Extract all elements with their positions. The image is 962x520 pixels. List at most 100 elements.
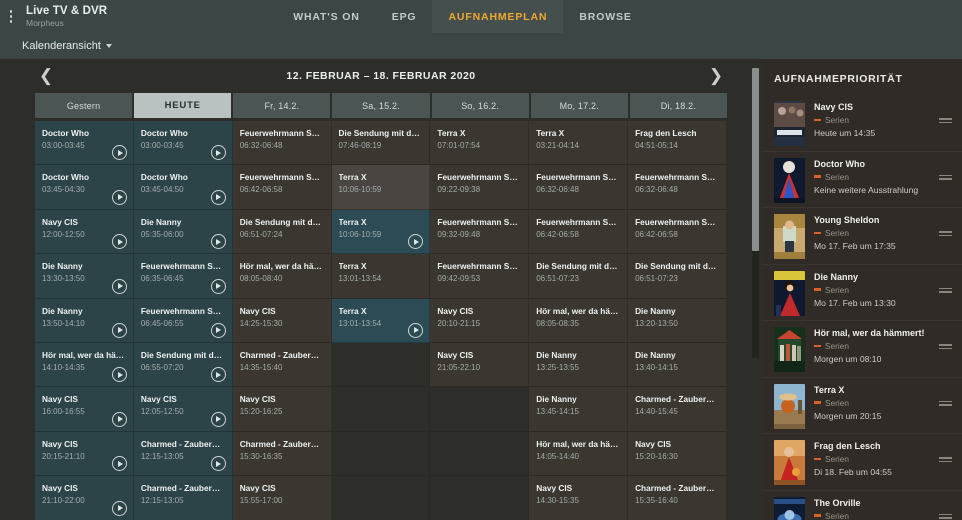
- play-icon[interactable]: [210, 456, 226, 472]
- play-icon[interactable]: [111, 189, 127, 205]
- grid-cell-programme[interactable]: Navy CIS 15:55-17:00: [232, 476, 332, 520]
- grid-cell-programme[interactable]: Navy CIS 15:20-16:25: [232, 387, 332, 432]
- nav-tab-epg[interactable]: EPG: [391, 10, 417, 23]
- grid-scrollbar-thumb[interactable]: [752, 68, 759, 251]
- grid-cell-programme[interactable]: Terra X 03:21-04:14: [529, 121, 629, 166]
- grid-cell-programme[interactable]: Charmed - Zauberhafte... 12:15-13:05: [133, 431, 233, 477]
- grid-cell-programme[interactable]: Feuerwehrmann Sam 09:32-09:48: [430, 209, 530, 255]
- drag-handle-icon[interactable]: [939, 497, 952, 519]
- kebab-menu-icon[interactable]: [0, 0, 22, 33]
- chevron-left-icon[interactable]: ❮: [38, 66, 54, 86]
- drag-handle-icon[interactable]: [939, 101, 952, 123]
- grid-cell-programme[interactable]: Navy CIS 12:00-12:50: [35, 209, 134, 255]
- play-icon[interactable]: [111, 411, 127, 427]
- grid-cell-programme[interactable]: Terra X 10:06-10:59: [331, 165, 431, 210]
- drag-handle-icon[interactable]: [939, 384, 952, 406]
- grid-cell-programme[interactable]: Die Nanny 13:25-13:55: [529, 342, 629, 388]
- grid-cell-programme[interactable]: Terra X 10:06-10:59: [331, 209, 431, 255]
- play-icon[interactable]: [111, 456, 127, 472]
- grid-cell-programme[interactable]: Frag den Lesch 04:51-05:14: [628, 121, 727, 166]
- priority-list-item[interactable]: Navy CIS Serien Heute um 14:35: [762, 95, 962, 152]
- nav-tab-what-s-on[interactable]: WHAT'S ON: [293, 10, 360, 23]
- priority-list-item[interactable]: Young Sheldon Serien Mo 17. Feb um 17:35: [762, 208, 962, 265]
- drag-handle-icon[interactable]: [939, 214, 952, 236]
- grid-cell-programme[interactable]: Terra X 07:01-07:54: [430, 121, 530, 166]
- grid-cell-programme[interactable]: Die Nanny 13:30-13:50: [35, 254, 134, 299]
- drag-handle-icon[interactable]: [939, 440, 952, 462]
- day-tab-0[interactable]: Gestern: [35, 93, 133, 118]
- grid-cell-programme[interactable]: Navy CIS 20:15-21:10: [35, 431, 134, 477]
- grid-cell-programme[interactable]: Doctor Who 03:45-04:30: [35, 165, 134, 210]
- grid-cell-programme[interactable]: Navy CIS 21:05-22:10: [430, 342, 530, 388]
- grid-cell-programme[interactable]: Die Sendung mit dem El... 07:46-08:19: [331, 121, 431, 166]
- drag-handle-icon[interactable]: [939, 327, 952, 349]
- priority-list-item[interactable]: Terra X Serien Morgen um 20:15: [762, 378, 962, 434]
- play-icon[interactable]: [111, 500, 127, 516]
- day-tab-5[interactable]: Mo, 17.2.: [530, 93, 628, 118]
- day-tab-2[interactable]: Fr, 14.2.: [233, 93, 331, 118]
- grid-cell-programme[interactable]: Die Sendung mit dem El... 06:55-07:20: [133, 342, 233, 388]
- priority-list-item[interactable]: Die Nanny Serien Mo 17. Feb um 13:30: [762, 265, 962, 321]
- grid-cell-programme[interactable]: Navy CIS 12:05-12:50: [133, 387, 233, 432]
- grid-cell-programme[interactable]: Feuerwehrmann Sam 06:35-06:45: [133, 254, 233, 299]
- drag-handle-icon[interactable]: [939, 158, 952, 180]
- priority-list-item[interactable]: Hör mal, wer da hämmert! Serien Morgen um …: [762, 321, 962, 378]
- grid-cell-programme[interactable]: Die Nanny 13:50-14:10: [35, 298, 134, 343]
- nav-tab-aufnahmeplan[interactable]: AUFNAHMEPLAN: [432, 0, 564, 33]
- day-tab-3[interactable]: Sa, 15.2.: [332, 93, 430, 118]
- grid-cell-programme[interactable]: Hör mal, wer da hämm... 08:05-08:40: [232, 254, 332, 299]
- nav-tab-browse[interactable]: BROWSE: [579, 10, 632, 23]
- play-icon[interactable]: [408, 234, 424, 250]
- grid-cell-programme[interactable]: Charmed - Zauberhafte... 15:35-16:40: [628, 476, 727, 520]
- day-tab-4[interactable]: So, 16.2.: [431, 93, 529, 118]
- grid-cell-programme[interactable]: Feuerwehrmann Sam 06:42-06:58: [529, 209, 629, 255]
- play-icon[interactable]: [210, 145, 226, 161]
- view-selector[interactable]: Kalenderansicht: [0, 40, 112, 52]
- grid-cell-programme[interactable]: Die Nanny 13:40-14:15: [628, 342, 727, 388]
- play-icon[interactable]: [210, 189, 226, 205]
- chevron-right-icon[interactable]: ❯: [708, 66, 724, 86]
- grid-cell-programme[interactable]: Die Nanny 13:45-14:15: [529, 387, 629, 432]
- grid-cell-programme[interactable]: Hör mal, wer da hämm... 14:05-14:40: [529, 431, 629, 477]
- play-icon[interactable]: [210, 411, 226, 427]
- play-icon[interactable]: [111, 234, 127, 250]
- grid-cell-programme[interactable]: Die Sendung mit dem El... 06:51-07:24: [232, 209, 332, 255]
- grid-cell-programme[interactable]: Navy CIS 14:30-15:35: [529, 476, 629, 520]
- grid-cell-programme[interactable]: Feuerwehrmann Sam 06:45-06:55: [133, 298, 233, 343]
- priority-list-item[interactable]: The Orville Serien: [762, 491, 962, 520]
- grid-cell-programme[interactable]: Feuerwehrmann Sam 09:22-09:38: [430, 165, 530, 210]
- grid-cell-programme[interactable]: Die Sendung mit dem El... 06:51-07:23: [628, 254, 727, 299]
- play-icon[interactable]: [111, 145, 127, 161]
- grid-cell-programme[interactable]: Doctor Who 03:00-03:45: [35, 121, 134, 166]
- grid-cell-programme[interactable]: Charmed - Zauberhafte... 14:40-15:45: [628, 387, 727, 432]
- grid-cell-programme[interactable]: Feuerwehrmann Sam 06:32-06:48: [232, 121, 332, 166]
- grid-scrollbar[interactable]: [752, 68, 759, 358]
- play-icon[interactable]: [111, 322, 127, 338]
- grid-cell-programme[interactable]: Navy CIS 15:20-16:30: [628, 431, 727, 477]
- grid-cell-programme[interactable]: Die Nanny 13:20-13:50: [628, 298, 727, 343]
- grid-cell-programme[interactable]: Feuerwehrmann Sam 06:32-06:48: [529, 165, 629, 210]
- grid-cell-programme[interactable]: Feuerwehrmann Sam 06:32-06:48: [628, 165, 727, 210]
- grid-cell-programme[interactable]: Hör mal, wer da hämm... 14:10-14:35: [35, 342, 134, 388]
- priority-list-item[interactable]: Frag den Lesch Serien Di 18. Feb um 04:55: [762, 434, 962, 491]
- play-icon[interactable]: [210, 367, 226, 383]
- play-icon[interactable]: [111, 367, 127, 383]
- grid-cell-programme[interactable]: Charmed - Zauberhafte... 15:30-16:35: [232, 431, 332, 477]
- grid-cell-programme[interactable]: Navy CIS 16:00-16:55: [35, 387, 134, 432]
- grid-cell-programme[interactable]: Charmed - Zauberhafte... 12:15-13:05: [133, 476, 233, 520]
- grid-cell-programme[interactable]: Terra X 13:01-13:54: [331, 254, 431, 299]
- grid-cell-programme[interactable]: Doctor Who 03:45-04:50: [133, 165, 233, 210]
- grid-cell-programme[interactable]: Feuerwehrmann Sam 06:42-06:58: [628, 209, 727, 255]
- grid-cell-programme[interactable]: Hör mal, wer da hämm... 08:05-08:35: [529, 298, 629, 343]
- grid-cell-programme[interactable]: Feuerwehrmann Sam 06:42-06:58: [232, 165, 332, 210]
- play-icon[interactable]: [210, 234, 226, 250]
- play-icon[interactable]: [408, 322, 424, 338]
- day-tab-6[interactable]: Di, 18.2.: [629, 93, 727, 118]
- priority-list-item[interactable]: Doctor Who Serien Keine weitere Ausstrahlu…: [762, 152, 962, 208]
- grid-cell-programme[interactable]: Navy CIS 14:25-15:30: [232, 298, 332, 343]
- play-icon[interactable]: [210, 322, 226, 338]
- play-icon[interactable]: [111, 278, 127, 294]
- grid-cell-programme[interactable]: Die Sendung mit dem El... 06:51-07:23: [529, 254, 629, 299]
- grid-cell-programme[interactable]: Navy CIS 21:10-22:00: [35, 476, 134, 520]
- grid-cell-programme[interactable]: Die Nanny 05:35-06:00: [133, 209, 233, 255]
